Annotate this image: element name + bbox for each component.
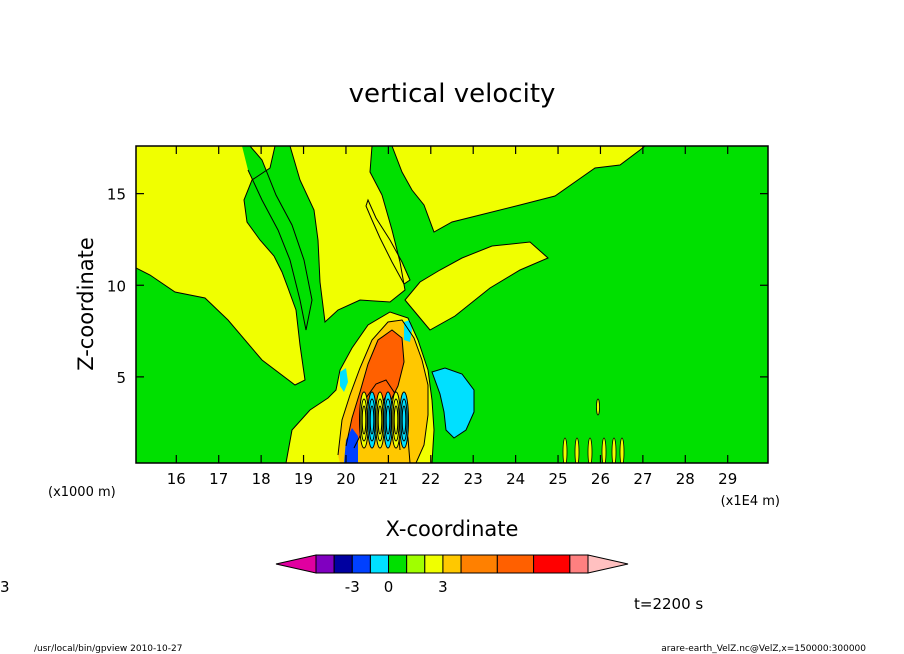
colorbar-segment: [442, 554, 462, 574]
downdraft-core: [344, 428, 358, 463]
x-tick-label: 17: [209, 470, 228, 488]
colorbar-segment: [533, 554, 571, 574]
x-tick-label: 22: [421, 470, 440, 488]
footer-right: arare-earth_VelZ.nc@VelZ,x=150000:300000: [661, 644, 866, 654]
y-tick-label: 5: [116, 369, 126, 387]
colorbar-label: 13: [0, 578, 10, 596]
x-tick-label: 19: [294, 470, 313, 488]
ripple-contour: [587, 437, 593, 463]
updraft-region-left: [136, 146, 305, 385]
convective-cell-contour: [377, 405, 383, 435]
convective-cell-contour: [369, 405, 375, 435]
colorbar-extend-high: [587, 554, 629, 574]
convective-cell-contour: [400, 398, 408, 442]
updraft-slant: [366, 200, 410, 284]
colorbar-segment: [424, 554, 444, 574]
x-tick-label: 26: [591, 470, 610, 488]
y-tick-label: 10: [107, 277, 126, 295]
colorbar-label: 0: [384, 578, 394, 596]
gravity-wave-ripples: [562, 398, 625, 463]
y-tick-label: 15: [107, 186, 126, 204]
colorbar: -3 0 3 13: [0, 554, 629, 596]
colorbar-segment: [460, 554, 498, 574]
downdraft-left: [340, 368, 348, 392]
plot-frame: [135, 145, 769, 464]
ripple-contour: [596, 398, 600, 416]
colorbar-segment: [333, 554, 353, 574]
colorbar-segment: [569, 554, 589, 574]
x-tick-label: 29: [718, 470, 737, 488]
x-axis: 16 17 18 19 20 21 22 23 24 25 26 27 28 29: [167, 146, 737, 488]
x-unit-right: (x1E4 m): [721, 494, 780, 509]
colorbar-extend-low: [275, 554, 317, 574]
colorbar-segment: [369, 554, 390, 574]
colorbar-segment: [388, 554, 408, 574]
colorbar-label: -3: [345, 578, 360, 596]
convective-cell-contour: [393, 405, 399, 435]
colorbar-segment: [496, 554, 535, 574]
y-axis: 5 10 15: [107, 186, 768, 387]
x-tick-label: 23: [464, 470, 483, 488]
ripple-contour: [574, 437, 580, 463]
ripple-contour: [611, 437, 617, 463]
calm-band: [242, 146, 312, 330]
x-tick-label: 20: [336, 470, 355, 488]
x-tick-label: 28: [676, 470, 695, 488]
convective-cell-contour: [361, 405, 367, 435]
updraft-band-right: [392, 146, 645, 232]
colorbar-segment: [406, 554, 426, 574]
time-label: t=2200 s: [634, 595, 703, 613]
x-tick-label: 24: [506, 470, 525, 488]
x-tick-label: 27: [633, 470, 652, 488]
colorbar-segment: [315, 554, 335, 574]
ripple-contour: [619, 437, 625, 463]
downdraft-right: [432, 368, 474, 438]
ripple-contour: [601, 437, 607, 463]
ripple-contour: [562, 437, 568, 463]
y-axis-label: Z-coordinate: [74, 237, 98, 371]
updraft-wedge: [405, 242, 548, 330]
x-tick-label: 21: [379, 470, 398, 488]
x-unit-left: (x1000 m): [48, 485, 116, 500]
convective-cells: [359, 391, 409, 449]
colorbar-label: 3: [438, 578, 448, 596]
convective-cell-contour: [385, 405, 391, 435]
x-tick-label: 16: [167, 470, 186, 488]
colorbar-segment: [351, 554, 371, 574]
convective-cell-contour: [401, 405, 407, 435]
x-tick-label: 25: [548, 470, 567, 488]
footer-left: /usr/local/bin/gpview 2010-10-27: [34, 644, 182, 654]
x-tick-label: 18: [252, 470, 271, 488]
contour-field: [136, 146, 768, 463]
chart-title: vertical velocity: [349, 79, 556, 109]
x-axis-label: X-coordinate: [386, 517, 519, 541]
updraft-band-upper: [290, 146, 405, 322]
